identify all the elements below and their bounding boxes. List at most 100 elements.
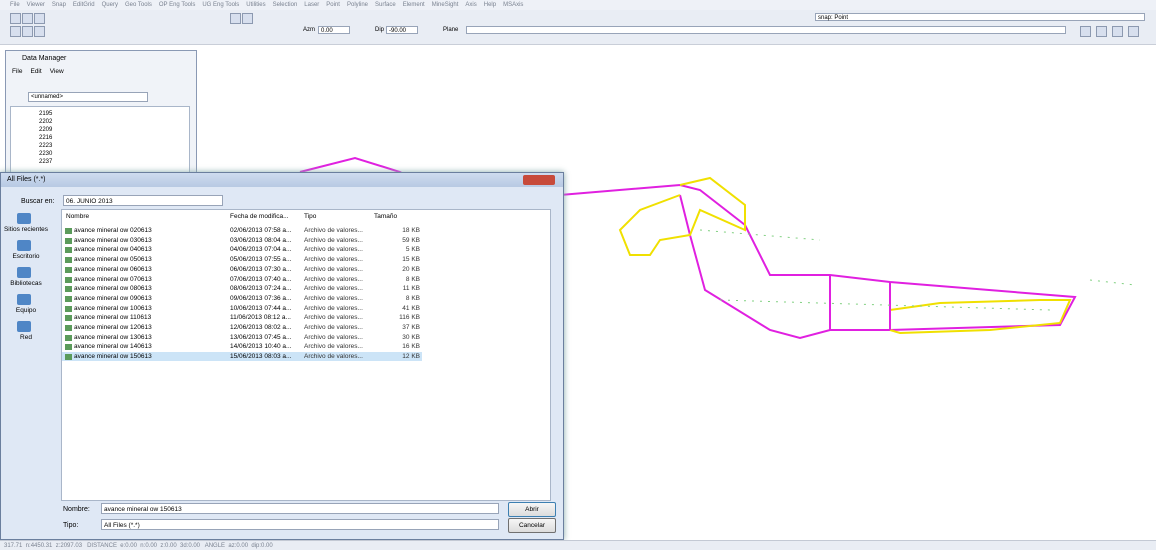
menu-item[interactable]: MSAxis <box>503 0 523 10</box>
tool-icon[interactable] <box>1128 26 1139 37</box>
tree-item[interactable]: 2223 <box>39 143 52 149</box>
menu-item[interactable]: View <box>50 68 64 75</box>
place-label[interactable]: Equipo <box>0 307 59 314</box>
file-cell: 20 KB <box>402 265 420 274</box>
tree-item[interactable]: 2237 <box>39 159 52 165</box>
file-cell: avance mineral ow 040613 <box>74 245 152 254</box>
menu-item[interactable]: EditGrid <box>73 0 95 10</box>
tool-icon[interactable] <box>230 13 241 24</box>
menu-bar: File Viewer Snap EditGrid Query Geo Tools OP E… <box>0 0 1156 10</box>
close-button[interactable] <box>523 175 555 185</box>
place-label[interactable]: Bibliotecas <box>0 280 59 287</box>
tool-icon[interactable] <box>22 26 33 37</box>
menu-item[interactable]: File <box>12 68 22 75</box>
file-cell: 12/06/2013 08:02 a... <box>230 323 291 332</box>
menu-item[interactable]: Element <box>403 0 425 10</box>
azm-field[interactable]: 0.00 <box>318 26 350 34</box>
file-cell: 37 KB <box>402 323 420 332</box>
file-row[interactable]: avance mineral ow 120613 12/06/2013 08:02… <box>62 323 422 332</box>
menu-item[interactable]: Utilities <box>246 0 265 10</box>
tool-icon[interactable] <box>242 13 253 24</box>
dip-field[interactable]: -90.00 <box>386 26 418 34</box>
file-cell: 15 KB <box>402 255 420 264</box>
menu-item[interactable]: Laser <box>304 0 319 10</box>
menu-item[interactable]: Selection <box>273 0 298 10</box>
menu-item[interactable]: File <box>10 0 20 10</box>
menu-item[interactable]: UG Eng Tools <box>202 0 239 10</box>
tool-icon[interactable] <box>34 13 45 24</box>
file-cell: 5 KB <box>406 245 420 254</box>
file-cell: avance mineral ow 070613 <box>74 275 152 284</box>
menu-item[interactable]: Query <box>102 0 118 10</box>
column-header[interactable]: Fecha de modifica... <box>230 213 289 220</box>
place-icon[interactable] <box>17 213 31 224</box>
column-header[interactable]: Nombre <box>66 213 89 220</box>
menu-item[interactable]: Point <box>326 0 340 10</box>
file-cell: 30 KB <box>402 333 420 342</box>
place-label[interactable]: Sitios recientes <box>0 226 59 233</box>
file-row[interactable]: avance mineral ow 070613 07/06/2013 07:40… <box>62 275 422 284</box>
tree-item[interactable]: 2202 <box>39 119 52 125</box>
combo[interactable]: <unnamed> <box>28 92 148 102</box>
tree-item[interactable]: 2230 <box>39 151 52 157</box>
menu-item[interactable]: Polyline <box>347 0 368 10</box>
menu-item[interactable]: Geo Tools <box>125 0 152 10</box>
tool-icon[interactable] <box>1096 26 1107 37</box>
tool-icon[interactable] <box>10 26 21 37</box>
type-select[interactable]: All Files (*.*) <box>101 519 499 530</box>
column-header[interactable]: Tipo <box>304 213 316 220</box>
menu-item[interactable]: Edit <box>30 68 41 75</box>
filename-field[interactable]: avance mineral ow 150613 <box>101 503 499 514</box>
place-label[interactable]: Red <box>0 334 59 341</box>
menu-item[interactable]: Help <box>484 0 496 10</box>
open-button[interactable]: Abrir <box>508 502 556 517</box>
tool-icon[interactable] <box>10 13 21 24</box>
tool-icon[interactable] <box>1112 26 1123 37</box>
file-cell: Archivo de valores... <box>304 245 363 254</box>
menu-item[interactable]: Snap <box>52 0 66 10</box>
file-cell: avance mineral ow 120613 <box>74 323 152 332</box>
menu-item[interactable]: MineSight <box>432 0 459 10</box>
place-label[interactable]: Escritorio <box>0 253 59 260</box>
menu-item[interactable]: Viewer <box>27 0 45 10</box>
column-header[interactable]: Tamaño <box>374 213 397 220</box>
place-icon[interactable] <box>17 294 31 305</box>
menu-item[interactable]: OP Eng Tools <box>159 0 195 10</box>
file-cell: Archivo de valores... <box>304 294 363 303</box>
tool-icon[interactable] <box>1080 26 1091 37</box>
look-in[interactable]: 06. JUNIO 2013 <box>63 195 223 206</box>
tree-item[interactable]: 2195 <box>39 111 52 117</box>
file-icon <box>65 238 72 244</box>
menu-item[interactable]: Surface <box>375 0 396 10</box>
file-cell: 07/06/2013 07:40 a... <box>230 275 291 284</box>
place-icon[interactable] <box>17 240 31 251</box>
place-icon[interactable] <box>17 267 31 278</box>
tree-item[interactable]: 2209 <box>39 127 52 133</box>
file-cell: Archivo de valores... <box>304 313 363 322</box>
file-cell: 16 KB <box>402 342 420 351</box>
tree-item[interactable]: 2216 <box>39 135 52 141</box>
snap-field[interactable]: snap: Point <box>815 13 1145 21</box>
menu-item[interactable]: Axis <box>465 0 476 10</box>
file-cell: 18 KB <box>402 226 420 235</box>
screen: File Viewer Snap EditGrid Query Geo Tools OP E… <box>0 0 1156 550</box>
tool-icon[interactable] <box>34 26 45 37</box>
tool-icon[interactable] <box>22 13 33 24</box>
file-cell: 10/06/2013 07:44 a... <box>230 304 291 313</box>
cancel-button[interactable]: Cancelar <box>508 518 556 533</box>
file-icon <box>65 335 72 341</box>
place-icon[interactable] <box>17 321 31 332</box>
plane-field[interactable] <box>466 26 1066 34</box>
